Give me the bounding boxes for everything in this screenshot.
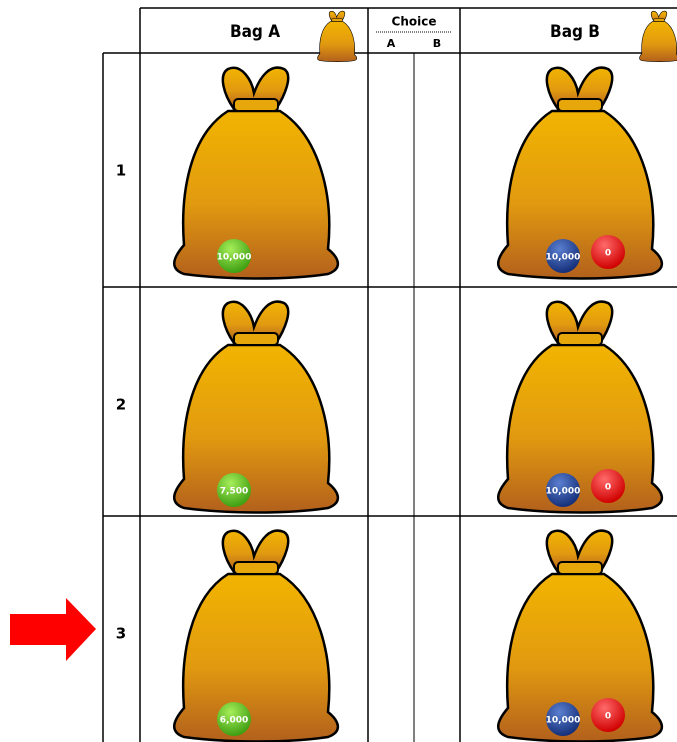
ball-label: 0 [605, 712, 611, 722]
bag-b [496, 66, 664, 280]
ball [591, 235, 625, 269]
current-row-arrow [10, 598, 96, 661]
table-grid [102, 7, 677, 742]
ball-label: 7,500 [220, 487, 248, 497]
ball [217, 239, 251, 273]
ball [546, 239, 580, 273]
bag-a-header: Bag A [230, 22, 280, 42]
ball-label: 10,000 [217, 253, 252, 263]
ball-label: 10,000 [546, 487, 581, 497]
bag-b [496, 300, 664, 514]
ball-label: 0 [605, 483, 611, 493]
row-label: 1 [116, 162, 126, 180]
row-label: 3 [116, 625, 126, 643]
choice-b-header: B [433, 37, 441, 50]
row-label: 2 [116, 396, 126, 414]
ball [591, 698, 625, 732]
ball [591, 469, 625, 503]
bag-icon [317, 10, 358, 63]
choice-header: Choice [392, 15, 437, 29]
choice-a-header: A [387, 37, 396, 50]
bag-b [496, 529, 664, 742]
ball [217, 473, 251, 507]
bag-a [172, 300, 340, 514]
ball [546, 473, 580, 507]
ball-label: 6,000 [220, 716, 248, 726]
bag-icon [639, 10, 677, 63]
ball-label: 10,000 [546, 253, 581, 263]
ball-label: 0 [605, 249, 611, 259]
bag-a [172, 66, 340, 280]
ball [546, 702, 580, 736]
bag-a [172, 529, 340, 742]
ball [217, 702, 251, 736]
ball-label: 10,000 [546, 716, 581, 726]
bag-b-header: Bag B [550, 22, 600, 42]
